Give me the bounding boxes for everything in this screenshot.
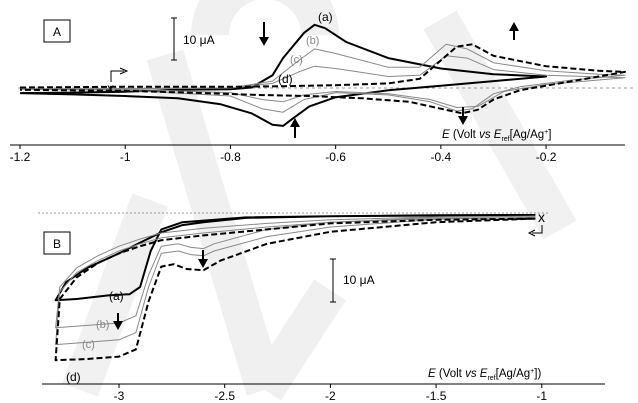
panel-a-xlabel-end: ] [548, 129, 551, 141]
panel-b-series-d [54, 217, 536, 362]
panel-a-curve-label-b: (b) [306, 35, 319, 47]
panel-b-curve-label-c: (c) [82, 339, 95, 351]
panel-b-start-arrow-icon [532, 225, 543, 234]
panel-a-x-tick-label: -0.4 [431, 150, 452, 164]
panel-a-series [19, 23, 626, 127]
panel-a-scale-bar-label: 10 μA [183, 33, 215, 47]
panel-a-xlabel-vs: vs [479, 129, 491, 141]
panel-b-curve-label-a: (a) [109, 289, 124, 303]
panel-a-x-tick-label: -0.8 [220, 150, 241, 164]
panel-a-xlabel-mid: (Volt [450, 129, 479, 141]
panel-a-series-b [19, 43, 626, 113]
panel-b-start-arrowhead-icon [527, 229, 536, 237]
panel-a-x-tick-label: -0.2 [536, 150, 557, 164]
panel-a-up-arrow-icon-2 [509, 22, 519, 40]
panel-b-x-tick-label: -2 [325, 389, 336, 403]
panel-a-xlabel-tail: [Ag/Ag [510, 129, 545, 141]
panel-b-xlabel-tail: [Ag/Ag [496, 368, 531, 380]
panel-a-series-a [19, 23, 548, 127]
panel-b-xlabel-sup: + [530, 368, 534, 375]
panel-b-xlabel-sub: ref [487, 375, 495, 382]
panel-b-ticks: -3 -2.5 -2 -1.5 -1 [114, 384, 547, 403]
panel-a: A -1.2 -1 -0.8 -0.6 -0.4 -0.2 10 μA (a) (b) (… [10, 10, 636, 164]
panel-b-x-tick-label: -1.5 [426, 389, 447, 403]
panel-a-label-box [43, 19, 71, 43]
panel-b-x-axis-label: E (Volt vs Eref[Ag/Ag+]) [428, 368, 541, 382]
panel-b-xlabel-end: ]) [534, 368, 541, 380]
panel-b-series [54, 214, 536, 362]
panel-b-x-tick-label: -1 [536, 389, 547, 403]
panel-a-xlabel-sub: ref [501, 136, 509, 143]
panel-b-x-tick-label: -3 [114, 389, 125, 403]
panel-a-x-tick-label: -1.2 [10, 150, 31, 164]
panel-a-x-axis-label: E (Volt vs Eref[Ag/Ag+] [442, 129, 551, 143]
panel-b-curve-label-b: (b) [96, 319, 109, 331]
panel-a-series-c [19, 55, 626, 108]
panel-a-up-arrow-icon-1 [290, 118, 300, 138]
panel-a-down-arrow-icon [259, 22, 269, 46]
panel-b-down-arrow-icon-2 [113, 313, 123, 330]
panel-a-start-arrowhead-icon [119, 67, 129, 75]
panel-a-label: A [53, 25, 61, 39]
panel-a-curve-label-a: (a) [318, 10, 333, 24]
panel-b-series-b [55, 215, 536, 329]
panel-b-curve-label-d: (d) [66, 370, 81, 384]
panel-b-label: B [53, 237, 61, 251]
watermark [62, 0, 577, 401]
panel-b-down-arrow-icon-1 [198, 250, 208, 268]
panel-a-down-arrow-icon-2 [458, 107, 468, 125]
panel-a-start-marker: x [107, 80, 114, 96]
panel-b-xlabel-e2: E [477, 368, 488, 380]
panel-b-xlabel-e: E [428, 368, 436, 380]
panel-b-series-a [54, 214, 536, 302]
panel-a-curve-label-d: (d) [278, 72, 293, 86]
panel-b-scale-bar-label: 10 μA [343, 273, 375, 287]
panel-b-label-box [43, 231, 71, 255]
panel-b-start-marker: x [538, 209, 545, 225]
panel-b-series-c [55, 216, 536, 346]
panel-a-xlabel-e2: E [491, 129, 502, 141]
panel-a-x-tick-label: -1 [120, 150, 131, 164]
panel-b-xlabel-vs: vs [465, 368, 477, 380]
panel-b: B -3 -2.5 -2 -1.5 -1 10 μA (a) (b) (c) (d) x… [38, 209, 605, 403]
panel-b-xlabel-mid: (Volt [436, 368, 465, 380]
panel-b-x-tick-label: -2.5 [214, 389, 235, 403]
panel-a-ticks: -1.2 -1 -0.8 -0.6 -0.4 -0.2 [10, 145, 557, 164]
panel-a-xlabel-e: E [442, 129, 450, 141]
panel-a-curve-label-c: (c) [290, 54, 303, 66]
panel-a-series-d [19, 43, 626, 115]
panel-a-start-arrow-icon [110, 70, 124, 82]
panel-a-x-tick-label: -0.6 [325, 150, 346, 164]
panel-a-xlabel-sup: + [544, 129, 548, 136]
